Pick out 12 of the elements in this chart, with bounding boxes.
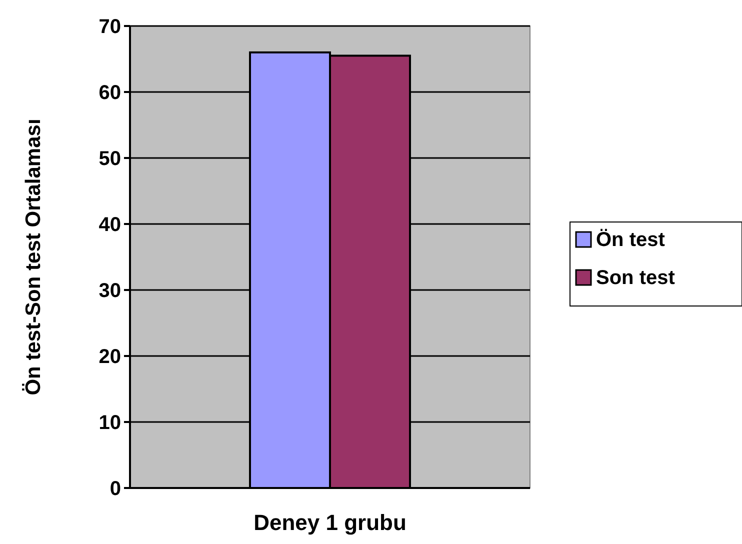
x-axis-title: Deney 1 grubu: [254, 510, 406, 535]
y-tick-label: 70: [98, 16, 121, 38]
y-axis-title: Ön test-Son test Ortalaması: [22, 118, 45, 396]
y-tick-label: 30: [98, 280, 121, 302]
y-tick-label: 10: [98, 412, 121, 434]
y-tick-label: 20: [98, 346, 121, 368]
y-tick-label: 60: [98, 82, 121, 104]
legend-label: Ön test: [596, 228, 666, 251]
legend-label: Son test: [596, 267, 676, 289]
y-tick-label: 50: [98, 148, 121, 170]
y-tick-label: 0: [110, 478, 121, 500]
y-tick-label: 40: [98, 214, 121, 236]
